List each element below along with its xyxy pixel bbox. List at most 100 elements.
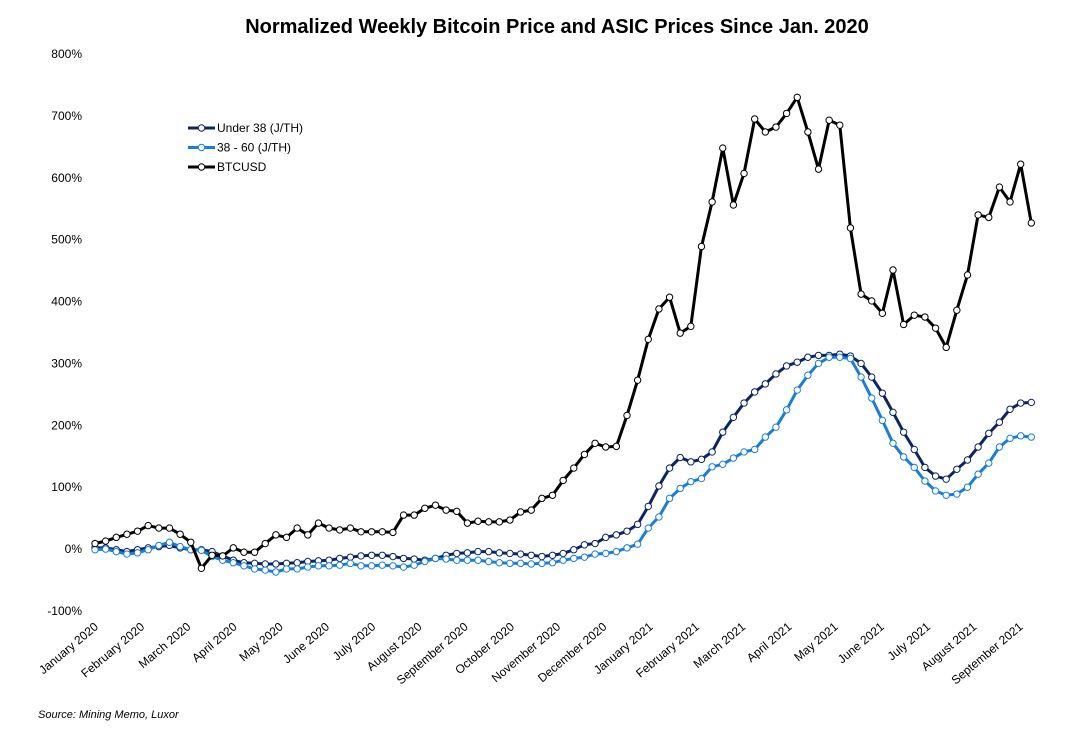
data-point [506,559,514,568]
data-point [559,556,567,564]
data-point [889,266,897,274]
data-point [793,93,801,102]
data-point [378,551,386,559]
data-point [910,445,918,454]
data-point [953,465,961,473]
data-point [399,554,408,563]
data-point [740,169,748,178]
data-point [431,501,440,509]
data-point [985,213,993,222]
data-point [527,560,535,568]
data-point [272,568,280,576]
data-point [378,528,386,536]
data-point [495,559,504,567]
x-tick-label: May 2020 [236,619,286,664]
x-tick-label: June 2021 [835,619,887,666]
data-point [942,475,950,483]
data-point [719,460,727,469]
data-point [559,476,567,485]
data-point [314,562,323,570]
data-point [772,370,780,378]
legend-item: Under 38 (J/TH) [188,121,303,135]
data-point [623,527,631,535]
data-point [229,544,238,552]
data-point [868,297,876,305]
data-point [665,464,674,472]
data-point [655,482,663,490]
data-point [931,472,940,480]
data-point [367,528,376,536]
data-point [740,399,748,407]
data-point [282,533,291,542]
data-point [367,562,376,570]
legend-marker [197,143,206,152]
data-point [1027,433,1036,441]
data-point [750,445,759,454]
data-point [676,329,684,337]
data-point [729,201,738,209]
data-point [495,549,504,557]
data-point [910,463,918,472]
data-point [389,528,397,537]
data-point [548,559,557,567]
data-point [197,546,206,555]
data-point [793,386,801,394]
legend-label: Under 38 (J/TH) [217,121,303,135]
data-point [1027,398,1036,407]
data-point [357,562,365,570]
data-point [644,524,652,532]
data-point [516,550,525,558]
data-point [282,565,291,573]
data-point [101,537,110,545]
data-point [144,521,152,530]
data-point [527,551,535,559]
data-point [974,211,982,219]
data-point [612,442,621,451]
x-tick-label: March 2021 [691,619,749,671]
data-point [591,550,599,558]
data-point [750,115,759,123]
data-point [750,388,759,396]
data-point [708,198,716,206]
data-point [868,373,876,381]
data-point [293,565,301,573]
data-point [761,128,770,136]
data-point [612,531,621,539]
data-point [463,519,472,527]
data-point [623,411,631,420]
data-point [431,554,440,563]
data-point [538,559,546,568]
data-point [218,552,227,560]
data-point [772,123,780,131]
data-point [421,504,429,512]
data-point [123,530,131,538]
data-point [463,549,472,557]
data-point [378,561,386,569]
data-point [612,547,621,556]
data-point [899,453,908,461]
data-point [772,423,780,431]
data-point [687,477,695,486]
data-point [985,429,993,438]
data-point [261,566,269,574]
data-point [761,380,770,388]
data-point [602,533,610,542]
data-point [697,474,706,483]
data-point [580,541,589,549]
data-point [1016,399,1025,407]
data-point [687,322,695,331]
data-point [261,560,269,568]
data-point [953,490,961,498]
legend-label: BTCUSD [217,160,267,174]
data-point [878,389,887,397]
data-point [314,519,323,527]
data-point [442,555,450,563]
data-point [484,557,493,566]
data-point [155,524,163,532]
data-point [304,563,312,571]
data-point [580,450,589,459]
data-point [187,538,195,547]
legend-item: BTCUSD [188,160,267,174]
y-tick-label: 100% [51,480,82,494]
data-point [804,128,812,136]
